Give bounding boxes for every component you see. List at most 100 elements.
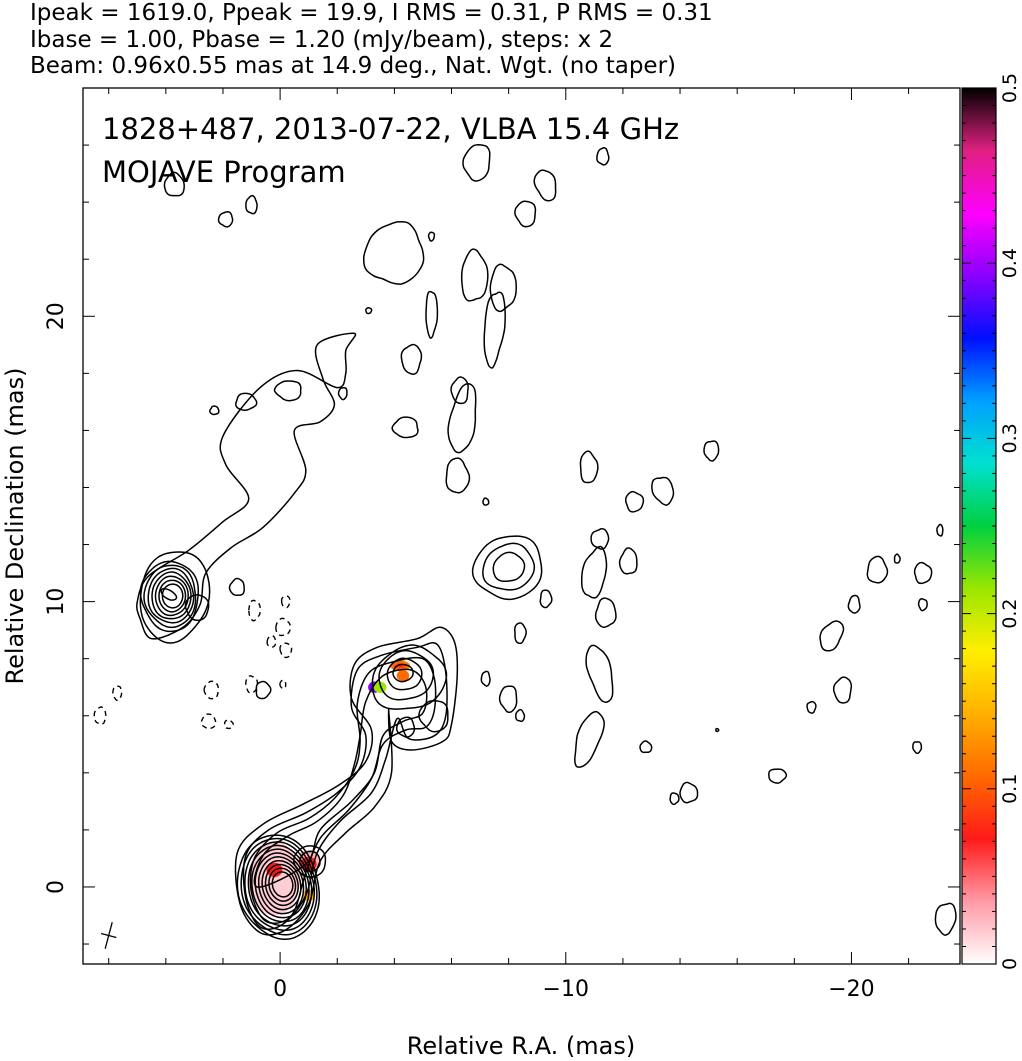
contour-noise: [715, 727, 720, 733]
contour-noise: [651, 476, 675, 506]
contour-counter-feature: [139, 560, 200, 633]
contour-noise: [391, 416, 419, 439]
contour-knot: [371, 644, 448, 710]
beam-minor-axis: [100, 932, 117, 939]
contour-noise: [934, 902, 957, 936]
contour-knot: [392, 663, 414, 683]
contour-noise: [590, 528, 610, 550]
contour-counter-jet: [273, 380, 302, 402]
contour-core: [251, 848, 310, 923]
contour-noise: [235, 392, 258, 411]
contour-noise: [624, 490, 645, 513]
colorbar-tick-label: 0: [999, 958, 1021, 970]
contour-knot: [378, 649, 435, 701]
contour-noise: [768, 768, 788, 784]
contour-noise: [819, 620, 845, 652]
contour-negative: [275, 617, 292, 637]
axis-ticks: 0 −10 −20 0 10 20: [44, 87, 960, 1002]
contour-noise: [460, 248, 489, 302]
contour-knot: [386, 657, 423, 691]
contour-noise: [362, 220, 425, 285]
contour-noise: [866, 555, 889, 584]
contour-jet-level: [253, 668, 428, 888]
contour-noise: [425, 290, 439, 339]
y-tick-label: 20: [44, 302, 69, 330]
contour-core: [261, 859, 302, 911]
contour-noise: [209, 405, 220, 416]
beam-marker: [100, 922, 117, 949]
colorbar: [961, 87, 997, 965]
contour-core: [254, 852, 307, 919]
contour-noise: [365, 306, 373, 315]
contour-noise: [579, 450, 599, 484]
contour-noise: [514, 622, 527, 645]
contour-negative: [112, 685, 123, 702]
contour-negative: [279, 679, 287, 690]
contour-noise: [639, 740, 653, 754]
contour-counter-jet: [136, 332, 357, 640]
x-tick-label: −10: [543, 977, 589, 1002]
contour-noise: [489, 263, 517, 313]
contour-noise: [514, 200, 537, 228]
y-axis-label: Relative Declination (mas): [1, 367, 29, 684]
contour-noise: [480, 670, 491, 687]
contour-core: [264, 863, 299, 907]
contour-noise: [533, 169, 557, 202]
contour-noise: [515, 708, 526, 723]
header-line-2: Ibase = 1.00, Pbase = 1.20 (mJy/beam), s…: [30, 27, 613, 53]
contour-jet-outer: [234, 626, 459, 936]
contour-counter-feature: [158, 579, 187, 613]
contour-noise: [893, 553, 901, 564]
contour-noise: [228, 577, 245, 596]
contour-negative: [248, 599, 261, 622]
polarization-patch: [396, 670, 410, 682]
contour-noise: [574, 710, 605, 768]
colorbar-tick-label: 0.5: [999, 73, 1021, 103]
header-line-3: Beam: 0.96x0.55 mas at 14.9 deg., Nat. W…: [30, 53, 676, 79]
contour-noise: [936, 523, 944, 537]
contour-noise: [482, 497, 490, 506]
plot-frame: [82, 87, 961, 965]
contour-core: [271, 871, 294, 898]
contour-knot: [418, 699, 449, 733]
contour-noise: [580, 545, 608, 599]
contour-noise: [163, 171, 185, 197]
contour-knot: [395, 716, 416, 738]
contour-noise: [917, 598, 928, 612]
contour-noise: [483, 291, 506, 369]
contour-noise: [847, 594, 861, 614]
y-tick-label: 0: [44, 880, 69, 894]
polarization-layer: [248, 658, 411, 916]
contour-noise: [445, 457, 471, 494]
contour-negative: [223, 719, 234, 730]
contour-noise: [462, 143, 491, 182]
contour-jet-knot: [299, 850, 321, 873]
chart-title: 1828+487, 2013-07-22, VLBA 15.4 GHz: [102, 112, 679, 146]
contour-noise: [913, 561, 933, 585]
contour-negative: [93, 706, 107, 725]
y-tick-label: 10: [44, 588, 69, 616]
contour-core: [244, 841, 316, 932]
contour-blob: [471, 535, 543, 601]
contour-noise: [400, 343, 423, 375]
colorbar-tick-label: 0.2: [999, 598, 1021, 628]
map-content: [93, 143, 957, 941]
colorbar-ticks: 0 0.1 0.2 0.3 0.4 0.5: [962, 73, 1021, 970]
contour-noise: [585, 644, 614, 703]
contour-blob: [482, 542, 536, 591]
contour-noise: [217, 211, 234, 228]
contour-negative: [279, 642, 293, 659]
chart-subtitle: MOJAVE Program: [102, 155, 346, 189]
contour-noise: [255, 680, 272, 700]
x-tick-label: 0: [273, 977, 287, 1002]
contour-counter-feature: [160, 587, 178, 601]
contour-noise: [447, 382, 477, 454]
contour-noise: [679, 781, 699, 804]
x-tick-label: −20: [828, 977, 874, 1002]
contour-negative: [266, 634, 277, 648]
contour-jet-level: [249, 656, 437, 924]
contour-noise: [703, 440, 720, 462]
contour-counter-feature: [161, 583, 184, 609]
colorbar-tick-label: 0.1: [999, 774, 1021, 804]
